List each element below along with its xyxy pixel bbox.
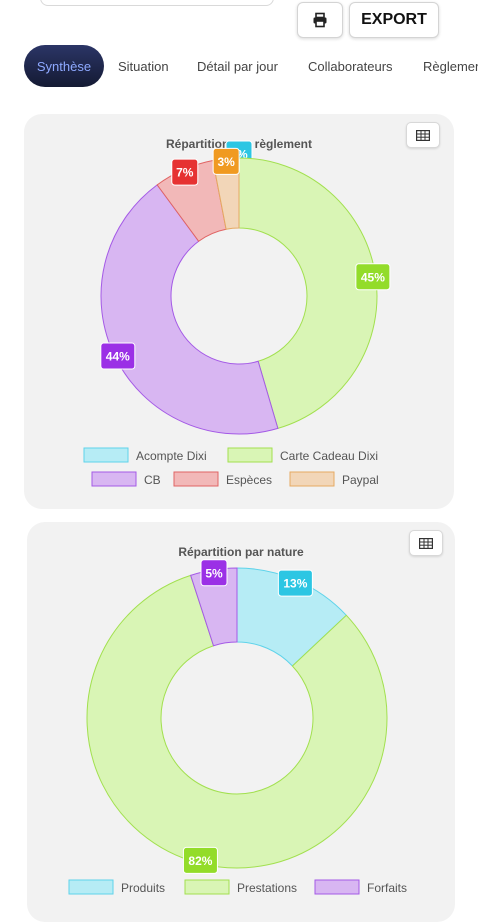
slice-data-label: 7%: [171, 158, 199, 186]
tab-situation[interactable]: Situation: [118, 58, 169, 74]
table-icon: [416, 129, 430, 141]
export-button[interactable]: EXPORT: [349, 2, 439, 38]
legend-label: Paypal: [342, 473, 379, 487]
legend-swatch: [91, 471, 137, 487]
slice-data-label: 13%: [277, 569, 313, 597]
slice-label-text: 45%: [361, 270, 385, 284]
legend-label: Prestations: [237, 881, 297, 895]
legend-label: Acompte Dixi: [136, 449, 207, 463]
legend-item[interactable]: Acompte Dixi: [83, 447, 207, 463]
legend-swatch: [289, 471, 335, 487]
slice-data-label: 44%: [100, 342, 136, 370]
slice-label-text: 3%: [217, 155, 235, 169]
legend-swatch: [227, 447, 273, 463]
slice-data-label: 5%: [200, 559, 228, 587]
legend-label: CB: [144, 473, 161, 487]
table-view-button[interactable]: [409, 530, 443, 556]
print-button[interactable]: [297, 2, 343, 38]
slice-data-label: 82%: [182, 846, 218, 874]
legend-swatch: [314, 879, 360, 895]
chart-card-reglement: Répartition par règlement 0%45%44%7%3%Ac…: [24, 114, 454, 509]
legend-label: Carte Cadeau Dixi: [280, 449, 378, 463]
legend-swatch: [68, 879, 114, 895]
pie-slice[interactable]: [238, 157, 378, 430]
slice-data-label: 45%: [355, 263, 391, 291]
legend-label: Forfaits: [367, 881, 407, 895]
pie-slice[interactable]: [86, 574, 388, 869]
slice-label-text: 5%: [205, 566, 223, 580]
legend-label: Espèces: [226, 473, 272, 487]
slice-label-text: 44%: [106, 350, 130, 364]
chart-title: Répartition par nature: [178, 545, 304, 559]
tab-synthese[interactable]: Synthèse: [24, 45, 104, 87]
slice-label-text: 7%: [176, 166, 194, 180]
printer-icon: [313, 12, 327, 28]
tab-detail-par-jour[interactable]: Détail par jour: [197, 58, 278, 74]
pie-slice[interactable]: [100, 184, 279, 435]
slice-label-text: 13%: [283, 577, 307, 591]
donut-chart-nature: 13% 82% 5% Produits Prestations Forfaits: [68, 559, 407, 895]
top-select-field[interactable]: [40, 0, 274, 6]
legend-item[interactable]: Carte Cadeau Dixi: [227, 447, 378, 463]
slice-data-label: 3%: [212, 147, 240, 175]
table-icon: [419, 537, 433, 549]
legend-swatch: [173, 471, 219, 487]
legend-label: Produits: [121, 881, 165, 895]
legend-item[interactable]: Forfaits: [314, 879, 407, 895]
legend-item[interactable]: CB: [91, 471, 161, 487]
legend-item[interactable]: Prestations: [184, 879, 297, 895]
tab-reglements[interactable]: Règlements: [423, 58, 478, 74]
tab-bar: Synthèse Situation Détail par jour Colla…: [24, 45, 478, 87]
tab-collaborateurs[interactable]: Collaborateurs: [308, 58, 393, 74]
chart-card-nature: Répartition par nature 13% 82% 5% Produits P…: [27, 522, 455, 922]
table-view-button[interactable]: [406, 122, 440, 148]
legend-item[interactable]: Paypal: [289, 471, 379, 487]
slice-label-text: 82%: [188, 854, 212, 868]
legend-swatch: [184, 879, 230, 895]
legend-swatch: [83, 447, 129, 463]
legend-item[interactable]: Espèces: [173, 471, 272, 487]
legend-item[interactable]: Produits: [68, 879, 165, 895]
